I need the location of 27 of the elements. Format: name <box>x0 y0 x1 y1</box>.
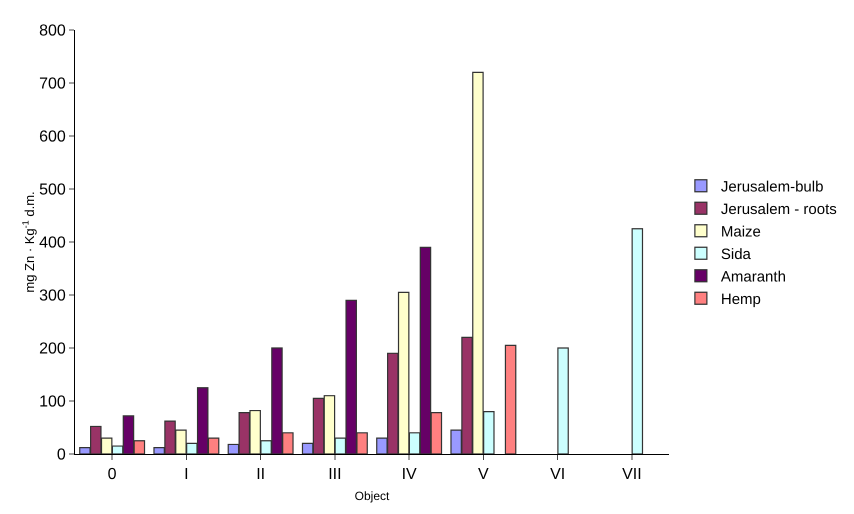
x-tick-label: IV <box>402 466 418 484</box>
bar <box>557 347 569 454</box>
x-tick-label: II <box>256 466 266 484</box>
y-tick-label: 300 <box>39 288 66 305</box>
x-tick-label: VI <box>550 466 566 484</box>
legend-label: Jerusalem-bulb <box>720 178 824 196</box>
legend-label: Sida <box>720 246 752 264</box>
y-tick-label: 200 <box>39 340 66 358</box>
y-tick-label: 600 <box>39 128 66 146</box>
legend-label: Hemp <box>720 291 761 308</box>
y-tick-label: 100 <box>39 394 66 411</box>
x-axis-title: Object <box>354 489 390 503</box>
legend-label: Jerusalem - roots <box>720 201 837 218</box>
bar <box>632 228 644 454</box>
x-tick-label: VII <box>622 466 642 484</box>
y-tick-label: 500 <box>39 182 66 199</box>
legend-label: Amaranth <box>720 268 786 286</box>
y-tick-label: 700 <box>39 76 66 93</box>
x-tick-label: 0 <box>108 466 117 484</box>
legend-label: Maize <box>720 224 761 241</box>
x-tick-label: I <box>184 466 189 484</box>
x-tick-label: V <box>478 466 490 484</box>
x-tick-label: III <box>328 466 342 484</box>
y-tick-label: 0 <box>56 446 66 464</box>
y-tick-label: 800 <box>39 22 66 40</box>
y-tick-label: 400 <box>39 234 66 252</box>
bar <box>504 344 516 454</box>
